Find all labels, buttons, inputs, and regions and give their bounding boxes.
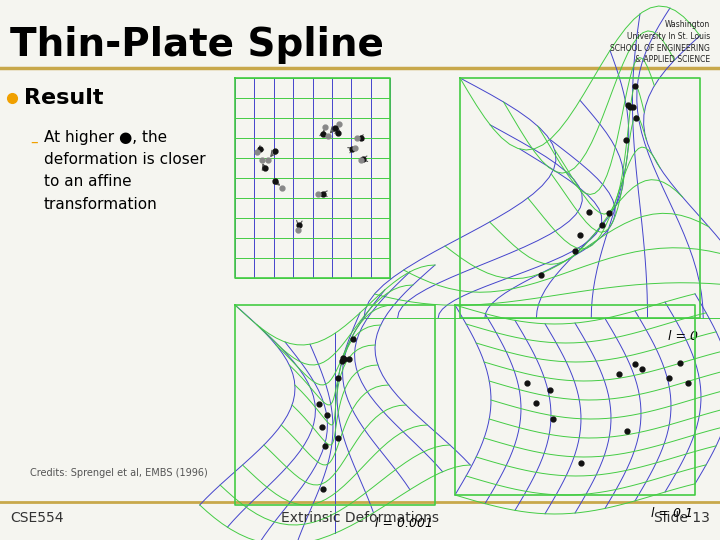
Text: l = 0: l = 0 bbox=[668, 330, 698, 343]
Text: –: – bbox=[30, 135, 37, 150]
Text: Credits: Sprengel et al, EMBS (1996): Credits: Sprengel et al, EMBS (1996) bbox=[30, 468, 208, 478]
Text: l = 0.001: l = 0.001 bbox=[375, 517, 433, 530]
Text: Washington
University In St. Louis
SCHOOL OF ENGINEERING
& APPLIED SCIENCE: Washington University In St. Louis SCHOO… bbox=[610, 20, 710, 64]
Text: Thin-Plate Spline: Thin-Plate Spline bbox=[10, 26, 384, 64]
Text: Extrinsic Deformations: Extrinsic Deformations bbox=[281, 511, 439, 525]
Text: At higher ●, the
deformation is closer
to an affine
transformation: At higher ●, the deformation is closer t… bbox=[44, 130, 206, 212]
Text: CSE554: CSE554 bbox=[10, 511, 63, 525]
Text: l = 0.1: l = 0.1 bbox=[651, 507, 693, 520]
Text: Result: Result bbox=[24, 88, 104, 108]
Text: Slide 13: Slide 13 bbox=[654, 511, 710, 525]
